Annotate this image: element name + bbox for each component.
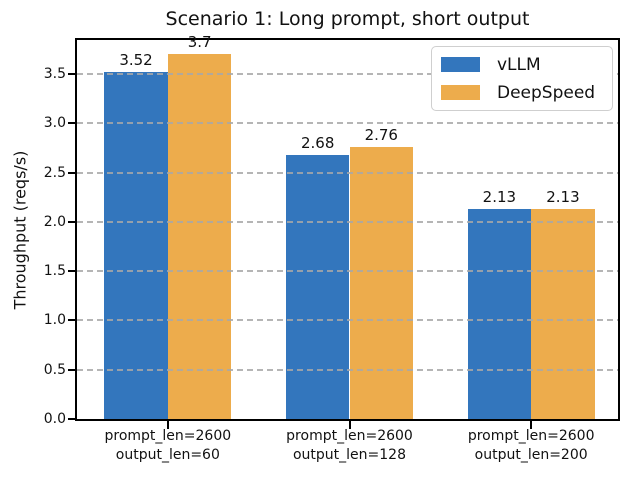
x-tick-label-line: prompt_len=2600 xyxy=(467,428,595,444)
y-tick-label: 0.5 xyxy=(43,361,66,378)
bar-deepspeed xyxy=(349,146,414,419)
y-tick-mark xyxy=(68,122,75,125)
bar-value-label: 3.52 xyxy=(119,50,153,69)
bar-vllm xyxy=(285,154,350,419)
legend: vLLM DeepSpeed xyxy=(431,46,613,111)
legend-swatch-deepspeed xyxy=(441,85,480,100)
y-tick-label: 3.0 xyxy=(43,115,66,132)
chart-title: Scenario 1: Long prompt, short output xyxy=(165,8,530,30)
y-tick-label: 1.0 xyxy=(43,312,66,329)
bar-deepspeed xyxy=(531,209,595,419)
y-axis-label: Throughput (reqs/s) xyxy=(10,150,30,310)
bar-vllm xyxy=(467,209,532,419)
bar-vllm xyxy=(104,71,168,419)
y-tick-label: 2.5 xyxy=(43,164,66,181)
legend-label-vllm: vLLM xyxy=(497,54,541,75)
bar-value-label: 3.7 xyxy=(187,33,212,52)
bar-value-label: 2.13 xyxy=(482,188,517,207)
legend-entry-vllm: vLLM xyxy=(441,55,612,75)
x-tick-label: prompt_len=2600 output_len=200 xyxy=(468,427,595,465)
x-tick-label-line: output_len=128 xyxy=(292,447,406,463)
y-tick-mark xyxy=(68,319,75,322)
y-tick-mark xyxy=(68,270,75,273)
bar-deepspeed xyxy=(167,54,232,419)
y-tick-mark xyxy=(68,171,75,174)
y-tick-label: 1.5 xyxy=(43,263,66,280)
y-tick-mark xyxy=(68,368,75,371)
y-tick-mark xyxy=(68,72,75,75)
legend-entry-deepspeed: DeepSpeed xyxy=(441,83,612,103)
y-tick-label: 2.0 xyxy=(43,213,66,230)
x-tick-mark xyxy=(166,421,169,429)
legend-swatch-vllm xyxy=(441,57,480,72)
x-tick-label-line: output_len=60 xyxy=(115,447,220,463)
plot-area: vLLM DeepSpeed 0.0 0.5 1.0 1.5 2.0 2.5 3.0 3.5 3.… xyxy=(44,33,620,463)
bar-value-label: 2.68 xyxy=(301,133,335,152)
x-tick-label-line: prompt_len=2600 xyxy=(104,428,232,444)
y-tick-mark xyxy=(68,418,75,420)
x-tick-label-line: output_len=200 xyxy=(474,447,588,463)
x-tick-label: prompt_len=2600 output_len=128 xyxy=(286,427,413,465)
legend-label-deepspeed: DeepSpeed xyxy=(497,82,596,103)
bar-value-label: 2.76 xyxy=(364,125,398,144)
x-tick-label-line: prompt_len=2600 xyxy=(286,428,413,444)
y-tick-mark xyxy=(68,220,75,223)
x-tick-label: prompt_len=2600 output_len=60 xyxy=(105,427,232,465)
y-tick-label: 0.0 xyxy=(43,411,66,427)
x-tick-mark xyxy=(348,421,351,429)
x-tick-mark xyxy=(530,421,533,429)
bar-value-label: 2.13 xyxy=(546,188,580,207)
y-tick-label: 3.5 xyxy=(43,65,66,82)
